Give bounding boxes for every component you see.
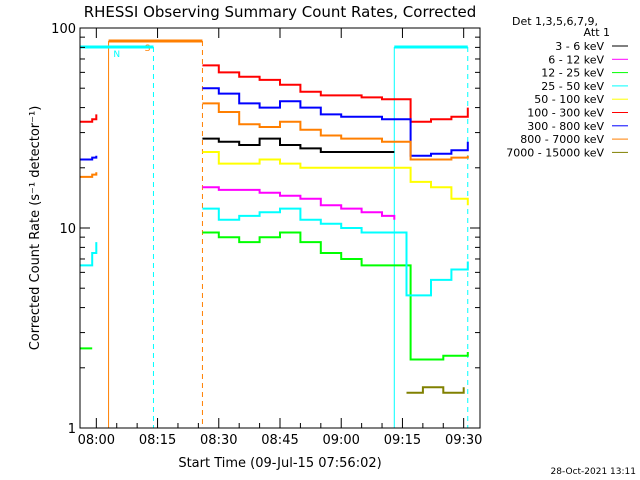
interval-bars: SN bbox=[79, 39, 469, 428]
legend-label-2: 12 - 25 keV bbox=[541, 67, 604, 80]
x-tick-label-1: 08:15 bbox=[139, 433, 176, 448]
x-tick-label-4: 09:00 bbox=[322, 433, 359, 448]
axis-ticks: 08:00 08:15 08:30 08:45 09:00 09:15 09:30 1 10 10… bbox=[51, 22, 482, 448]
x-tick-label-2: 08:30 bbox=[200, 433, 237, 448]
legend-label-7: 800 - 7000 keV bbox=[520, 133, 604, 146]
legend-label-4: 50 - 100 keV bbox=[534, 93, 604, 106]
legend-label-6: 300 - 800 keV bbox=[527, 120, 604, 133]
legend-label-8: 7000 - 15000 keV bbox=[506, 146, 604, 159]
series-0-line bbox=[202, 137, 395, 153]
chart-title: RHESSI Observing Summary Count Rates, Co… bbox=[84, 3, 477, 21]
series-5-line bbox=[80, 64, 469, 123]
x-tick-label-6: 09:30 bbox=[445, 433, 482, 448]
data-series bbox=[80, 64, 469, 394]
series-8-line bbox=[406, 386, 465, 394]
y-axis-label: Corrected Count Rate (s⁻¹ detector⁻¹) bbox=[28, 106, 43, 351]
x-axis-label: Start Time (09-Jul-15 07:56:02) bbox=[178, 456, 381, 471]
interval-label-1: N bbox=[113, 50, 120, 60]
legend-label-3: 25 - 50 keV bbox=[541, 80, 604, 93]
series-3-line bbox=[80, 207, 469, 297]
y-tick-label-0: 1 bbox=[68, 422, 76, 437]
legend-label-1: 6 - 12 keV bbox=[548, 53, 604, 66]
footer-date: 28-Oct-2021 13:11 bbox=[551, 467, 636, 477]
legend-header-0: Det 1,3,5,6,7,9, bbox=[512, 15, 598, 28]
y-tick-label-2: 100 bbox=[51, 22, 76, 37]
legend-label-0: 3 - 6 keV bbox=[555, 40, 604, 53]
series-2-line bbox=[80, 231, 469, 361]
series-7-line bbox=[80, 102, 469, 178]
interval-label-0: S bbox=[145, 44, 151, 54]
x-tick-label-0: 08:00 bbox=[78, 433, 115, 448]
legend-label-5: 100 - 300 keV bbox=[527, 107, 604, 120]
y-tick-label-1: 10 bbox=[59, 222, 76, 237]
x-tick-label-3: 08:45 bbox=[261, 433, 298, 448]
series-1-line bbox=[202, 186, 396, 220]
series-4-line bbox=[202, 151, 469, 206]
legend-header-1: Att 1 bbox=[584, 26, 610, 39]
series-6-line bbox=[80, 87, 469, 161]
x-tick-label-5: 09:15 bbox=[384, 433, 421, 448]
